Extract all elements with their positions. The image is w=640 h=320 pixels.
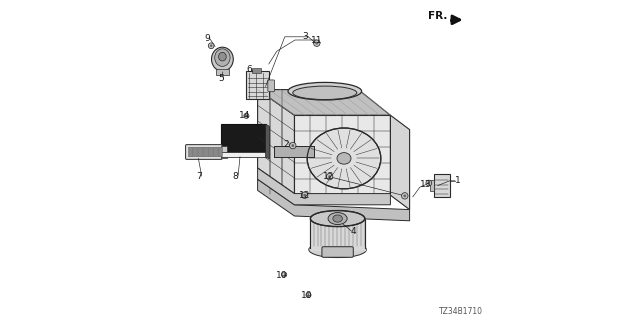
Text: 12: 12 [300,191,310,200]
Circle shape [328,175,331,178]
Polygon shape [274,146,314,157]
Polygon shape [258,90,294,194]
Circle shape [289,142,296,149]
Text: 8: 8 [233,172,238,180]
Bar [221,146,227,158]
FancyBboxPatch shape [193,147,198,157]
Ellipse shape [309,242,367,258]
Text: 7: 7 [196,172,202,180]
Text: 2: 2 [284,140,289,149]
Text: 13: 13 [420,180,431,189]
Ellipse shape [328,212,347,225]
Polygon shape [390,115,410,210]
Circle shape [209,43,214,49]
Circle shape [303,194,306,196]
Bar [434,174,450,197]
Ellipse shape [337,153,351,164]
Text: 14: 14 [239,111,250,120]
Circle shape [301,192,308,198]
FancyBboxPatch shape [189,147,193,157]
Circle shape [210,44,212,47]
Circle shape [282,272,287,277]
Ellipse shape [288,83,362,100]
Circle shape [245,115,248,117]
Text: 10: 10 [301,292,312,300]
Circle shape [326,173,333,180]
Text: 11: 11 [311,36,323,44]
Bar [221,124,266,153]
Text: 3: 3 [303,32,308,41]
Text: 5: 5 [218,74,223,83]
FancyBboxPatch shape [322,247,353,257]
Text: TZ34B1710: TZ34B1710 [439,307,483,316]
FancyBboxPatch shape [218,147,223,157]
Bar [221,152,266,157]
Polygon shape [266,124,269,159]
Circle shape [426,180,432,186]
Circle shape [244,113,249,118]
Text: 10: 10 [276,271,287,280]
FancyBboxPatch shape [186,145,222,159]
Text: 9: 9 [205,34,210,43]
FancyBboxPatch shape [208,147,212,157]
Circle shape [306,292,311,298]
Circle shape [316,42,318,45]
Ellipse shape [215,49,230,67]
Ellipse shape [219,52,227,61]
FancyBboxPatch shape [204,147,207,157]
Ellipse shape [211,47,234,71]
FancyBboxPatch shape [198,147,203,157]
Ellipse shape [333,215,342,222]
Text: 1: 1 [455,176,460,185]
Bar [252,68,261,73]
Bar [216,69,229,75]
Polygon shape [258,179,410,221]
Polygon shape [258,90,390,115]
Circle shape [403,195,406,197]
Text: 12: 12 [323,172,335,181]
Bar [246,71,269,99]
Bar [430,180,435,191]
Circle shape [428,182,430,184]
Circle shape [402,193,408,199]
FancyBboxPatch shape [213,147,218,157]
Ellipse shape [293,86,357,100]
Ellipse shape [307,128,381,189]
Text: FR.: FR. [428,11,447,21]
Circle shape [314,40,320,46]
Polygon shape [294,115,390,195]
Polygon shape [258,168,390,205]
Text: 6: 6 [246,65,252,74]
FancyBboxPatch shape [268,80,275,92]
Circle shape [291,144,294,147]
Ellipse shape [310,211,365,227]
Text: 4: 4 [351,228,356,236]
